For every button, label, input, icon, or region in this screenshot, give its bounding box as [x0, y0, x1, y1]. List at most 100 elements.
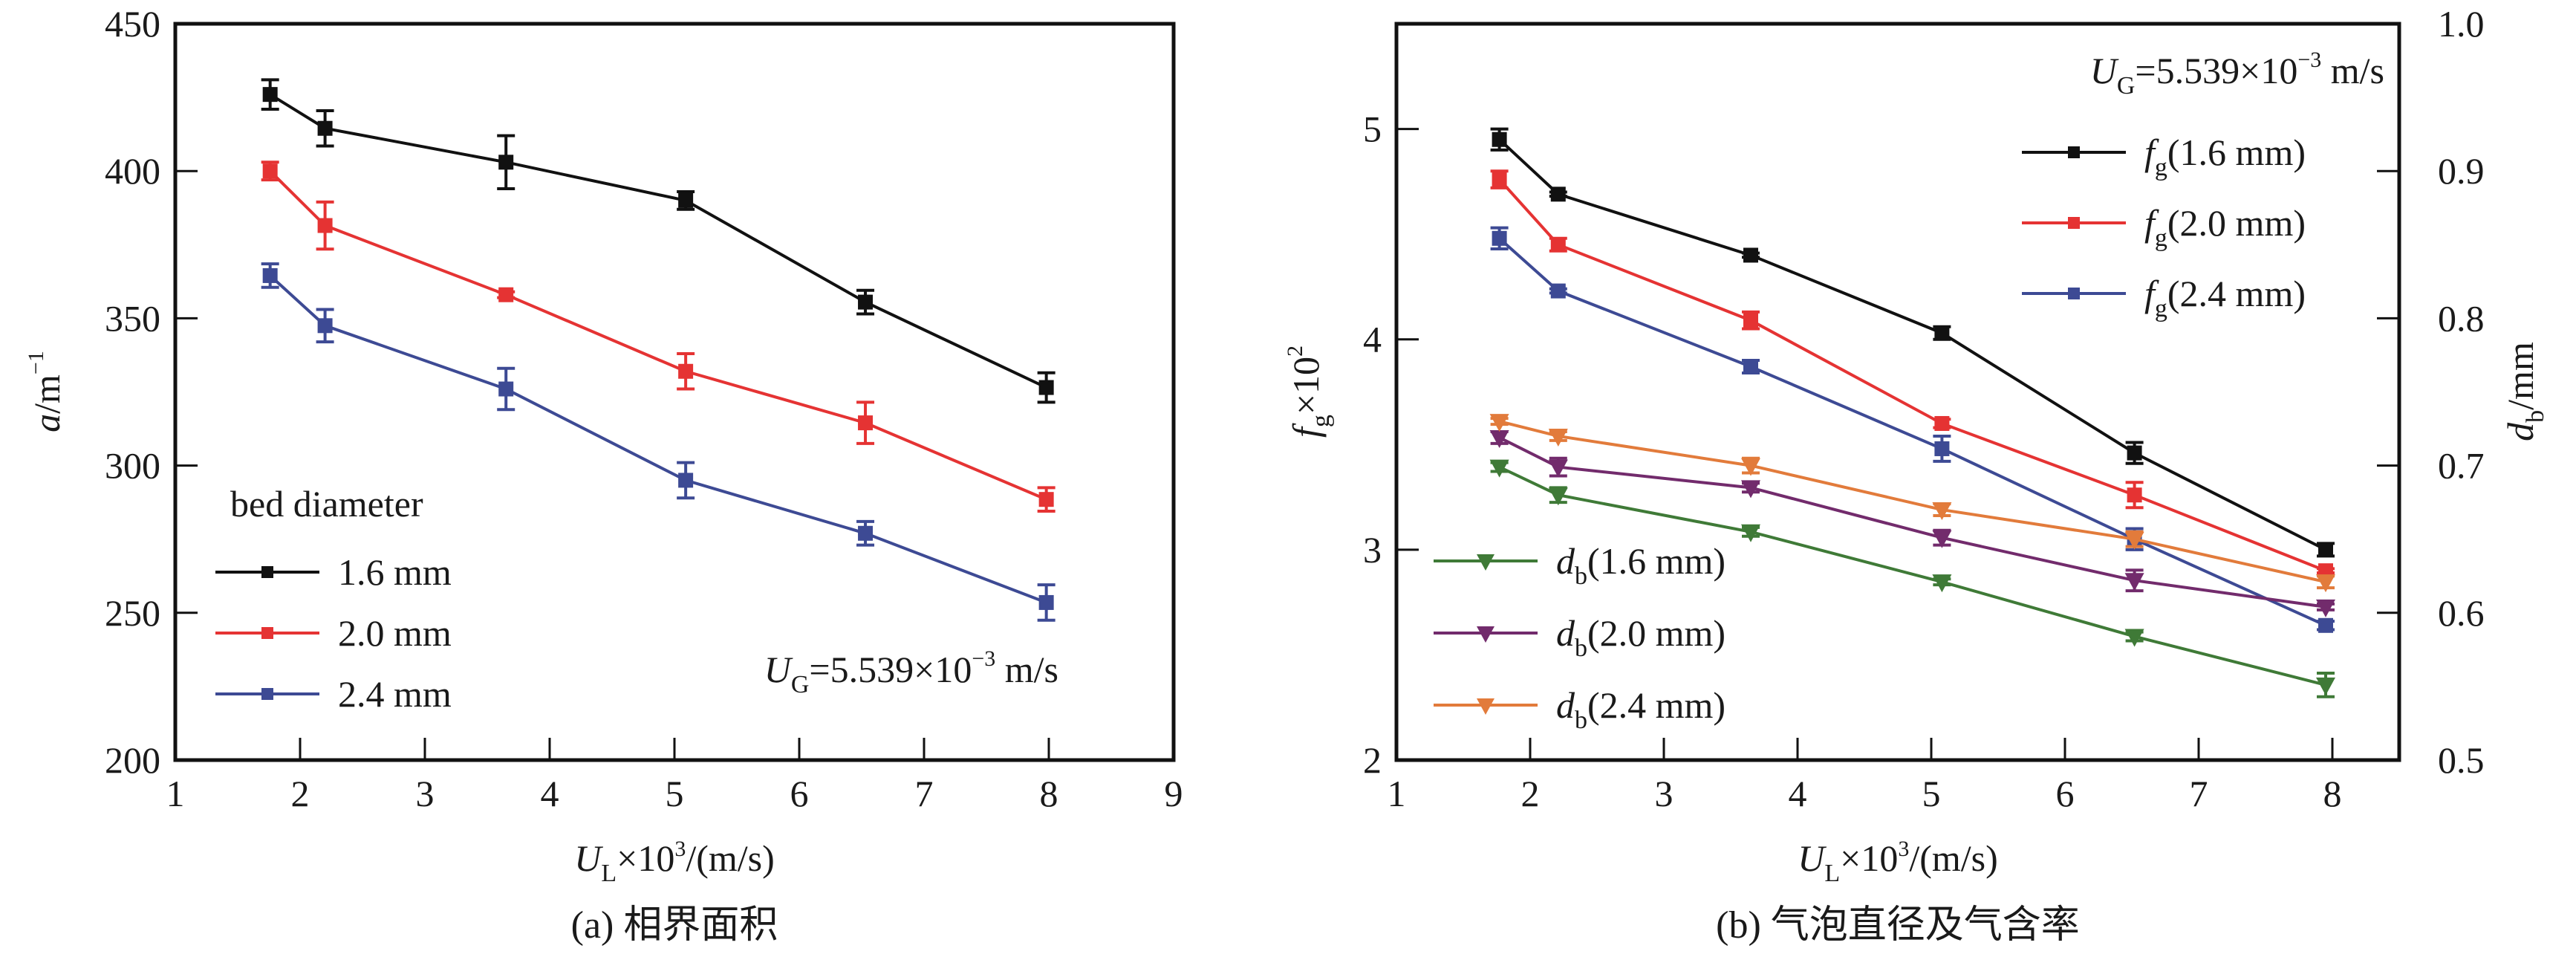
legend-item: 1.6 mm	[215, 551, 452, 593]
y2-tick-label: 0.8	[2438, 297, 2485, 339]
x-tick-label: 9	[1165, 773, 1183, 814]
data-point	[2316, 574, 2335, 593]
data-point	[2124, 531, 2144, 550]
series-line	[269, 274, 1047, 604]
legend-marker	[1477, 698, 1494, 715]
legend-label-main: d	[1556, 612, 1575, 654]
data-point	[1932, 502, 1952, 521]
series-d-b-2-0-mm-	[1489, 429, 2335, 617]
x-tick-label: 8	[1040, 773, 1058, 814]
legend-label: db(2.0 mm)	[1556, 612, 1726, 662]
series-line	[1498, 465, 2326, 687]
panel-a-x-axis-label: UL×103/(m/s)	[574, 837, 775, 887]
data-point	[678, 363, 694, 379]
x-tick-label: 1	[166, 773, 185, 814]
legend-item: db(2.4 mm)	[1434, 684, 1726, 734]
legend-label-rest: (2.0 mm)	[1587, 612, 1726, 654]
legend-label: fg(2.4 mm)	[2144, 273, 2306, 322]
y2-tick-label: 1.0	[2438, 3, 2485, 45]
legend-label-rest: (1.6 mm)	[1587, 540, 1726, 582]
series-f-g-2-0-mm-	[1490, 169, 2335, 579]
legend-label-rest: (2.4 mm)	[1587, 684, 1726, 726]
data-point	[498, 287, 514, 302]
series-line	[1499, 420, 2326, 584]
legend-item: fg(1.6 mm)	[2022, 132, 2306, 181]
data-point	[2316, 599, 2335, 617]
y-tick-label: 300	[105, 445, 160, 487]
series-d-b-2-4-mm-	[1489, 414, 2335, 593]
series-line	[1498, 138, 2326, 551]
panel-a-caption: (a) 相界面积	[571, 904, 778, 947]
panel-b-caption: (b) 气泡直径及气含率	[1716, 904, 2080, 947]
data-point	[2124, 629, 2144, 647]
y-tick-label: 2	[1363, 739, 1382, 781]
data-point	[678, 192, 694, 208]
legend-label-sub: g	[2155, 224, 2167, 252]
data-point	[2127, 445, 2142, 461]
y-tick-label: 5	[1363, 108, 1382, 150]
data-point	[2318, 617, 2333, 633]
series-line	[1498, 436, 2326, 609]
data-point	[2127, 487, 2142, 503]
data-point	[1489, 414, 1509, 432]
legend-marker	[2068, 146, 2080, 158]
data-point	[1492, 230, 1507, 246]
data-point	[262, 163, 278, 179]
panel-a-interfacial-area-chart: 1 2 3 4 5 6 7 8 9 200 250 300 350 400 450 a/m−1 UL×103…	[24, 3, 1183, 947]
legend-label-main: d	[1556, 684, 1575, 726]
data-point	[858, 525, 874, 541]
legend-marker	[261, 566, 273, 578]
y-tick-label: 400	[105, 150, 160, 192]
data-point	[262, 87, 278, 103]
data-point	[317, 318, 333, 334]
legend-marker	[261, 688, 273, 700]
data-point	[2316, 677, 2335, 695]
legend-item: 2.0 mm	[215, 612, 452, 654]
x-tick-label: 2	[1521, 773, 1540, 814]
legend-item: fg(2.4 mm)	[2022, 273, 2306, 322]
data-point	[678, 473, 694, 488]
data-point	[1489, 429, 1509, 448]
x-tick-label: 7	[2190, 773, 2208, 814]
legend-item: db(1.6 mm)	[1434, 540, 1726, 590]
legend-marker	[261, 627, 273, 639]
data-point	[317, 120, 333, 136]
x-tick-label: 3	[416, 773, 435, 814]
legend-label: fg(2.0 mm)	[2144, 202, 2306, 252]
data-point	[858, 294, 874, 310]
x-tick-label: 2	[291, 773, 310, 814]
x-tick-label: 3	[1655, 773, 1674, 814]
y-tick-label: 450	[105, 3, 160, 45]
y-tick-label: 200	[105, 739, 160, 781]
x-tick-label: 4	[1789, 773, 1807, 814]
data-point	[1743, 313, 1758, 328]
data-point	[1492, 172, 1507, 187]
data-point	[2318, 563, 2333, 579]
y-tick-label: 4	[1363, 319, 1382, 360]
x-tick-label: 7	[915, 773, 934, 814]
legend-label-sub: g	[2155, 295, 2167, 322]
series-2-4-mm	[261, 262, 1056, 622]
legend-marker	[2068, 217, 2080, 229]
y-tick-label: 250	[105, 592, 160, 634]
data-point	[1038, 594, 1054, 610]
panel-a-legend: 1.6 mm 2.0 mm 2.4 mm	[215, 551, 452, 715]
data-point	[1934, 441, 1950, 456]
data-point	[317, 218, 333, 233]
data-point	[1743, 247, 1758, 263]
legend-label-main: d	[1556, 540, 1575, 582]
data-point	[1741, 458, 1760, 476]
legend-label-rest: (1.6 mm)	[2167, 132, 2306, 173]
panel-a-series	[261, 78, 1056, 622]
data-point	[1548, 428, 1568, 447]
data-point	[1548, 459, 1568, 478]
panel-a-annotation-ug: UG=5.539×10−3 m/s	[764, 646, 1058, 698]
y2-tick-label: 0.9	[2438, 150, 2485, 192]
legend-label: 2.0 mm	[338, 612, 452, 654]
legend-marker	[1477, 554, 1494, 571]
y2-tick-label: 0.5	[2438, 739, 2485, 781]
data-point	[1741, 524, 1760, 542]
legend-label: 2.4 mm	[338, 673, 452, 715]
data-point	[2318, 542, 2333, 557]
legend-label: fg(1.6 mm)	[2144, 132, 2306, 181]
